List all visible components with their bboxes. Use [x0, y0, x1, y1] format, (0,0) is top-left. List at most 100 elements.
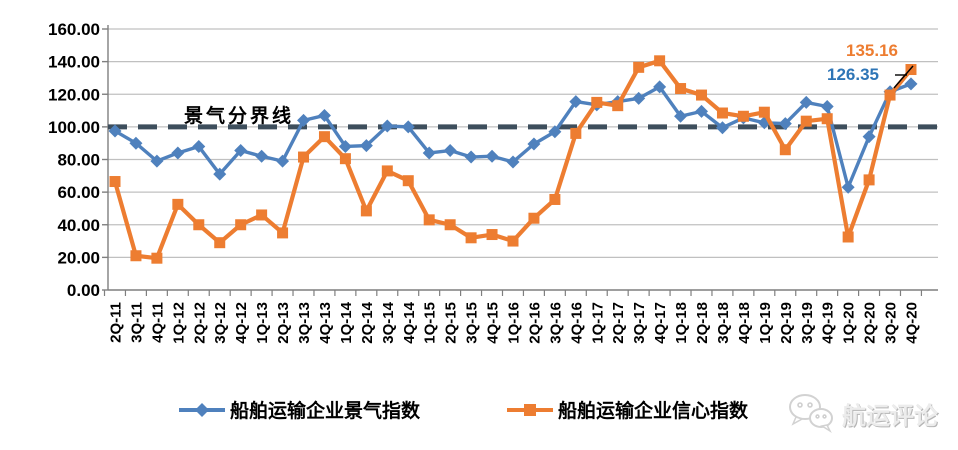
y-tick-label: 120.00 [48, 85, 100, 104]
confidence-data-point [884, 89, 896, 101]
x-tick-label: 4Q-16 [568, 302, 585, 344]
confidence-data-point [842, 231, 854, 243]
prosperity-data-point [317, 108, 331, 122]
x-tick-label: 1Q-14 [338, 301, 355, 343]
confidence-data-point [172, 198, 184, 210]
x-tick-label: 4Q-15 [485, 302, 502, 344]
confidence-data-point [423, 214, 435, 226]
confidence-data-point [444, 219, 456, 231]
prosperity-data-point [820, 99, 834, 113]
x-tick-label: 4Q-11 [149, 302, 166, 343]
x-tick-label: 1Q-19 [757, 302, 774, 344]
x-tick-label: 2Q-16 [526, 302, 543, 344]
confidence-data-point [402, 175, 414, 187]
confidence-data-point [256, 209, 268, 221]
prosperity-series-key-icon [179, 402, 225, 417]
confidence-data-point [612, 100, 624, 112]
y-tick-label: 60.00 [57, 183, 100, 202]
prosperity-data-point [276, 154, 290, 168]
watermark-text: 航运评论 [842, 402, 938, 430]
x-tick-label: 2Q-12 [191, 302, 208, 344]
x-tick-label: 3Q-18 [715, 302, 732, 344]
prosperity-data-point [569, 95, 583, 109]
x-tick-label: 4Q-12 [233, 302, 250, 344]
label-leader-line [893, 65, 914, 89]
legend-label-confidence: 船舶运输企业信心指数 [558, 401, 749, 422]
confidence-series-key-icon [507, 403, 554, 416]
prosperity-data-point [904, 77, 918, 91]
confidence-data-point [528, 212, 540, 224]
x-tick-label: 2Q-17 [610, 302, 627, 344]
x-tick-label: 1Q-20 [841, 302, 858, 344]
confidence-data-point [151, 252, 163, 264]
confidence-data-point [905, 64, 917, 76]
prosperity-data-point [192, 139, 206, 153]
x-tick-label: 3Q-16 [547, 302, 564, 344]
x-tick-label: 3Q-15 [464, 302, 481, 344]
legend-item-prosperity: 船舶运输企业景气指数 [178, 396, 420, 423]
x-tick-label: 3Q-11 [128, 302, 145, 343]
x-tick-label: 3Q-19 [799, 302, 816, 344]
confidence-data-point [633, 61, 645, 73]
y-tick-label: 160.00 [48, 20, 100, 39]
x-tick-label: 3Q-20 [883, 302, 900, 344]
x-tick-label: 3Q-13 [296, 302, 313, 344]
prosperity-data-point [632, 91, 646, 105]
confidence-data-point [800, 115, 812, 127]
watermark: 航运评论 [786, 392, 938, 434]
prosperity-data-point [799, 95, 813, 109]
confidence-data-point [863, 174, 875, 186]
x-tick-label: 2Q-19 [778, 302, 795, 344]
prosperity-data-point [213, 167, 227, 181]
x-tick-label: 2Q-13 [275, 302, 292, 344]
y-tick-label: 0.00 [67, 281, 100, 300]
prosperity-data-point [338, 139, 352, 153]
confidence-data-point [779, 144, 791, 156]
chart-legend: 船舶运输企业景气指数 船舶运输企业信心指数 [178, 396, 748, 423]
boundary-line-label: 景气分界线 [184, 106, 295, 127]
prosperity-data-point [548, 125, 562, 139]
x-tick-label: 3Q-17 [631, 302, 648, 344]
prosperity-data-point [108, 124, 122, 138]
confidence-end-value-label: 135.16 [846, 41, 898, 60]
confidence-data-point [109, 176, 121, 188]
y-tick-label: 80.00 [57, 151, 100, 170]
prosperity-data-point [506, 155, 520, 169]
confidence-data-point [821, 113, 833, 125]
prosperity-data-point [443, 144, 457, 158]
legend-item-confidence: 船舶运输企业信心指数 [506, 396, 748, 423]
confidence-data-point [696, 89, 708, 101]
prosperity-data-point [695, 104, 709, 118]
x-tick-label: 3Q-14 [380, 301, 397, 343]
confidence-data-point [654, 55, 666, 67]
x-tick-label: 4Q-20 [903, 302, 920, 344]
x-tick-label: 1Q-13 [254, 302, 271, 344]
x-tick-label: 1Q-12 [170, 302, 187, 344]
confidence-data-point [193, 219, 205, 231]
confidence-data-point [130, 250, 142, 262]
confidence-data-point [549, 193, 561, 205]
x-tick-label: 1Q-17 [589, 302, 606, 344]
prosperity-data-point [422, 146, 436, 160]
y-tick-label: 140.00 [48, 53, 100, 72]
x-tick-label: 2Q-15 [443, 302, 460, 344]
confidence-data-point [298, 151, 310, 163]
x-tick-label: 1Q-15 [422, 302, 439, 344]
prosperity-data-point [359, 139, 373, 153]
y-tick-label: 20.00 [57, 248, 100, 267]
x-tick-label: 4Q-17 [652, 302, 669, 344]
confidence-data-point [737, 110, 749, 122]
prosperity-data-point [150, 154, 164, 168]
confidence-data-point [277, 227, 289, 239]
confidence-data-point [381, 165, 393, 177]
prosperity-index-line [114, 82, 912, 189]
prosperity-data-point [464, 150, 478, 164]
prosperity-data-point [653, 80, 667, 94]
prosperity-data-point [380, 119, 394, 133]
prosperity-data-point [674, 109, 688, 123]
confidence-data-point [235, 219, 247, 231]
x-tick-label: 2Q-20 [862, 302, 879, 344]
prosperity-data-point [129, 136, 143, 150]
confidence-data-point [465, 232, 477, 244]
